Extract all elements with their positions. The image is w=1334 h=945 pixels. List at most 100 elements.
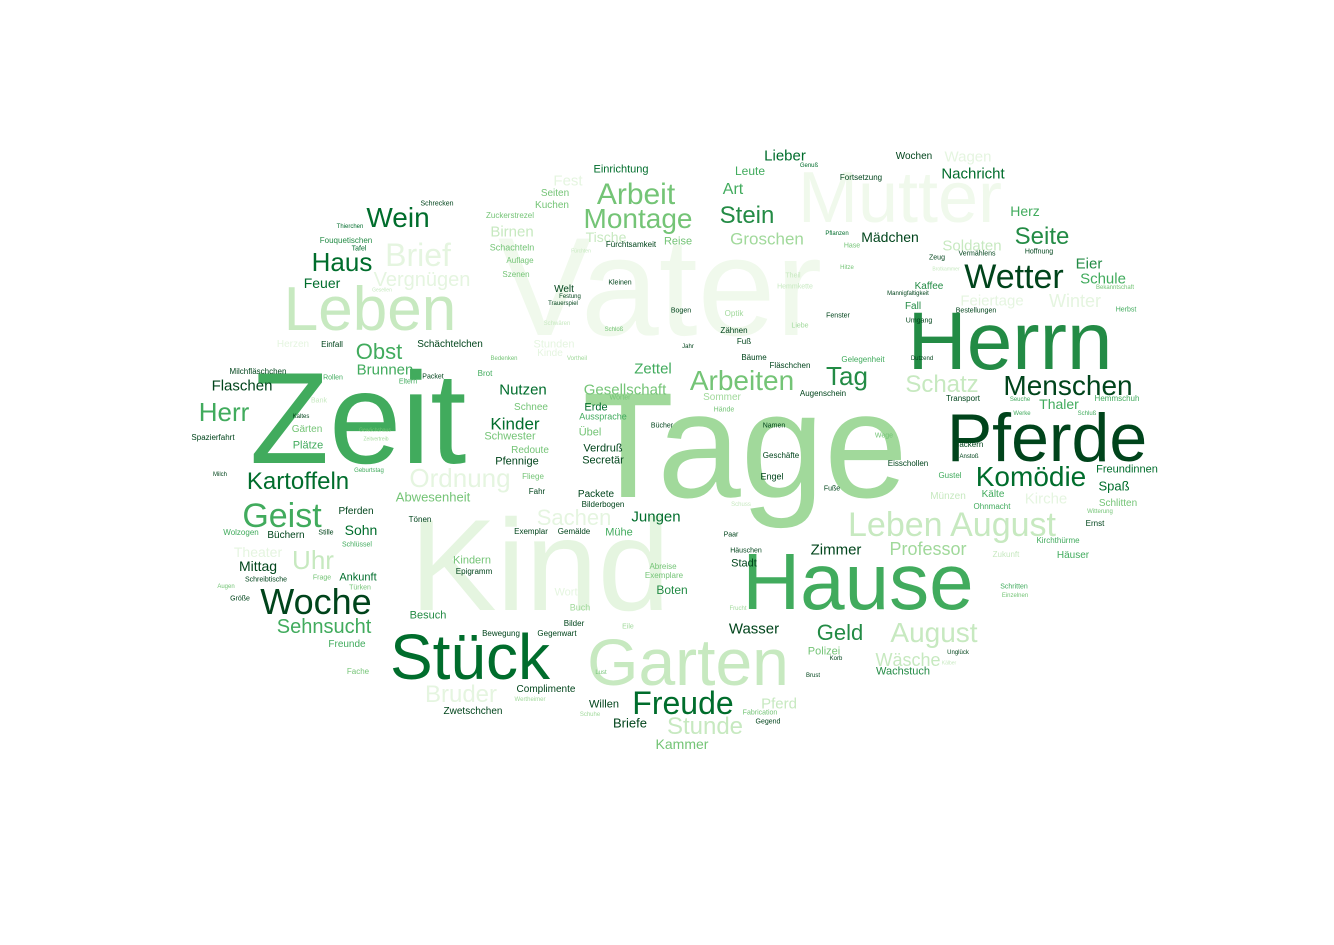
word-geld: Geld	[816, 620, 864, 645]
word-festung: Festung	[559, 294, 581, 300]
word-pferden: Pferden	[338, 506, 374, 517]
word-boten: Boten	[656, 583, 688, 597]
word-feuer: Feuer	[303, 275, 341, 291]
word-tische: Tische	[585, 229, 627, 245]
word-augenschein: Augenschein	[799, 389, 847, 398]
word-stunde: Stunde	[666, 713, 744, 740]
word-trauerspiel: Trauerspiel	[548, 301, 578, 307]
word-wein: Wein	[366, 202, 430, 233]
word-hoffnung: Hoffnung	[1024, 248, 1054, 256]
word-gegenwart: Gegenwart	[537, 629, 577, 638]
word-arbeiten: Arbeiten	[689, 365, 795, 396]
word-soldaten: Soldaten	[942, 237, 1002, 255]
word-zeitvertreib: Zeitvertreib	[363, 436, 389, 443]
word-art: Art	[722, 181, 744, 198]
word-bestellungen: Bestellungen	[955, 307, 997, 315]
word-menschen: Menschen	[1003, 370, 1133, 401]
word-schwester: Schwester	[484, 430, 536, 443]
word-frucht: Frucht	[729, 606, 747, 612]
word-seuche: Seuche	[1009, 397, 1031, 403]
word-hemmkette: Hemmkette	[777, 283, 813, 291]
word-uhr: Uhr	[292, 545, 334, 575]
word-genuss: Genuß	[799, 163, 819, 169]
word-werke: Werke	[1013, 411, 1031, 417]
word-milch: Milch	[212, 472, 228, 478]
word-schuhe: Schuhe	[579, 712, 601, 718]
word-thierchen: Thierchen	[336, 224, 364, 230]
word-zahnen: Zähnen	[720, 326, 748, 335]
word-obst: Obst	[355, 339, 403, 364]
word-pferde: Pferde	[946, 400, 1148, 476]
word-theater: Theater	[233, 544, 283, 560]
word-kaltes: Kaltes	[292, 414, 310, 420]
word-furchten: Fürchten	[571, 248, 591, 255]
word-gustel: Gustel	[938, 471, 962, 480]
word-umgang: Umgang	[905, 317, 933, 325]
word-wetter: Wetter	[964, 258, 1064, 296]
word-namen: Namen	[762, 422, 786, 430]
word-herrn: Herrn	[907, 296, 1113, 387]
word-bekanntschaft: Bekanntschaft	[1095, 285, 1135, 291]
word-bilderbogen: Bilderbogen	[581, 500, 625, 509]
word-ankunft: Ankunft	[339, 571, 377, 584]
word-schule: Schule	[1080, 270, 1126, 288]
word-sachen: Sachen	[536, 505, 612, 530]
word-lieber: Lieber	[764, 147, 806, 165]
word-seite: Seite	[1014, 223, 1070, 250]
word-ordnung: Ordnung	[409, 463, 511, 493]
word-kalber: Kälber	[941, 660, 957, 667]
word-theil: Theil	[785, 272, 801, 280]
word-anstoss: Anstoß	[959, 454, 979, 460]
word-liebe: Liebe	[791, 322, 809, 330]
word-schloss: Schloß	[604, 327, 624, 333]
word-fuss: Fuß	[736, 337, 752, 346]
word-nachricht: Nachricht	[941, 165, 1005, 183]
word-pferd: Pferd	[761, 695, 797, 713]
word-kinder: Kinder	[490, 414, 540, 434]
word-geburtstag: Geburtstag	[354, 468, 384, 474]
word-wasser: Wasser	[728, 620, 780, 638]
word-hase: Hase	[843, 242, 861, 250]
word-stunden: Stunden	[533, 338, 575, 351]
word-gewachshaus: Gewächshaus	[359, 427, 391, 434]
word-gelegenheit: Gelegenheit	[841, 355, 885, 364]
word-haus: Haus	[311, 247, 373, 277]
word-wasche: Wäsche	[875, 650, 941, 670]
word-stein: Stein	[719, 202, 775, 229]
word-redoute: Redoute	[511, 445, 549, 456]
word-tage: Tage	[582, 361, 908, 529]
word-freundinnen: Freundinnen	[1096, 463, 1158, 476]
word-kartoffeln: Kartoffeln	[246, 468, 350, 495]
word-rollen: Rollen	[323, 374, 343, 382]
word-spass: Spaß	[1098, 478, 1130, 494]
word-fall: Fall	[904, 301, 922, 312]
word-hitze: Hitze	[840, 265, 854, 271]
word-bucher: Bücher	[650, 422, 674, 430]
word-wertheimer: Wertheimer	[514, 697, 546, 703]
word-stadt: Stadt	[731, 557, 757, 570]
word-willen: Willen	[589, 698, 619, 711]
word-augen: Augen	[217, 584, 235, 590]
word-brief: Brief	[385, 237, 451, 273]
word-gesellen: Gesellen	[372, 287, 392, 294]
word-wege: Wege	[874, 432, 894, 440]
word-tonen: Tönen	[408, 515, 432, 524]
word-garten: Gärten	[291, 424, 323, 435]
word-eile: Eile	[622, 623, 634, 631]
word-einfall: Einfall	[321, 340, 343, 349]
word-platze: Plätze	[292, 439, 324, 452]
word-epigramm: Epigramm	[455, 567, 493, 576]
word-schwaren: Schwären	[543, 321, 571, 327]
word-herr: Herr	[198, 397, 250, 427]
word-paar: Paar	[723, 531, 739, 539]
word-freude: Freude	[632, 685, 734, 721]
word-witterung: Witterung	[1087, 509, 1113, 515]
word-leben: Leben	[283, 275, 457, 344]
word-brust: Brust	[805, 673, 821, 679]
word-gesellschaft: Gesellschaft	[583, 381, 667, 399]
word-pfennige: Pfennige	[495, 455, 539, 468]
word-kindern: Kindern	[453, 554, 491, 567]
word-gegend: Gegend	[755, 718, 781, 726]
word-fenster: Fenster	[826, 312, 850, 320]
word-fahr: Fahr	[528, 487, 546, 496]
